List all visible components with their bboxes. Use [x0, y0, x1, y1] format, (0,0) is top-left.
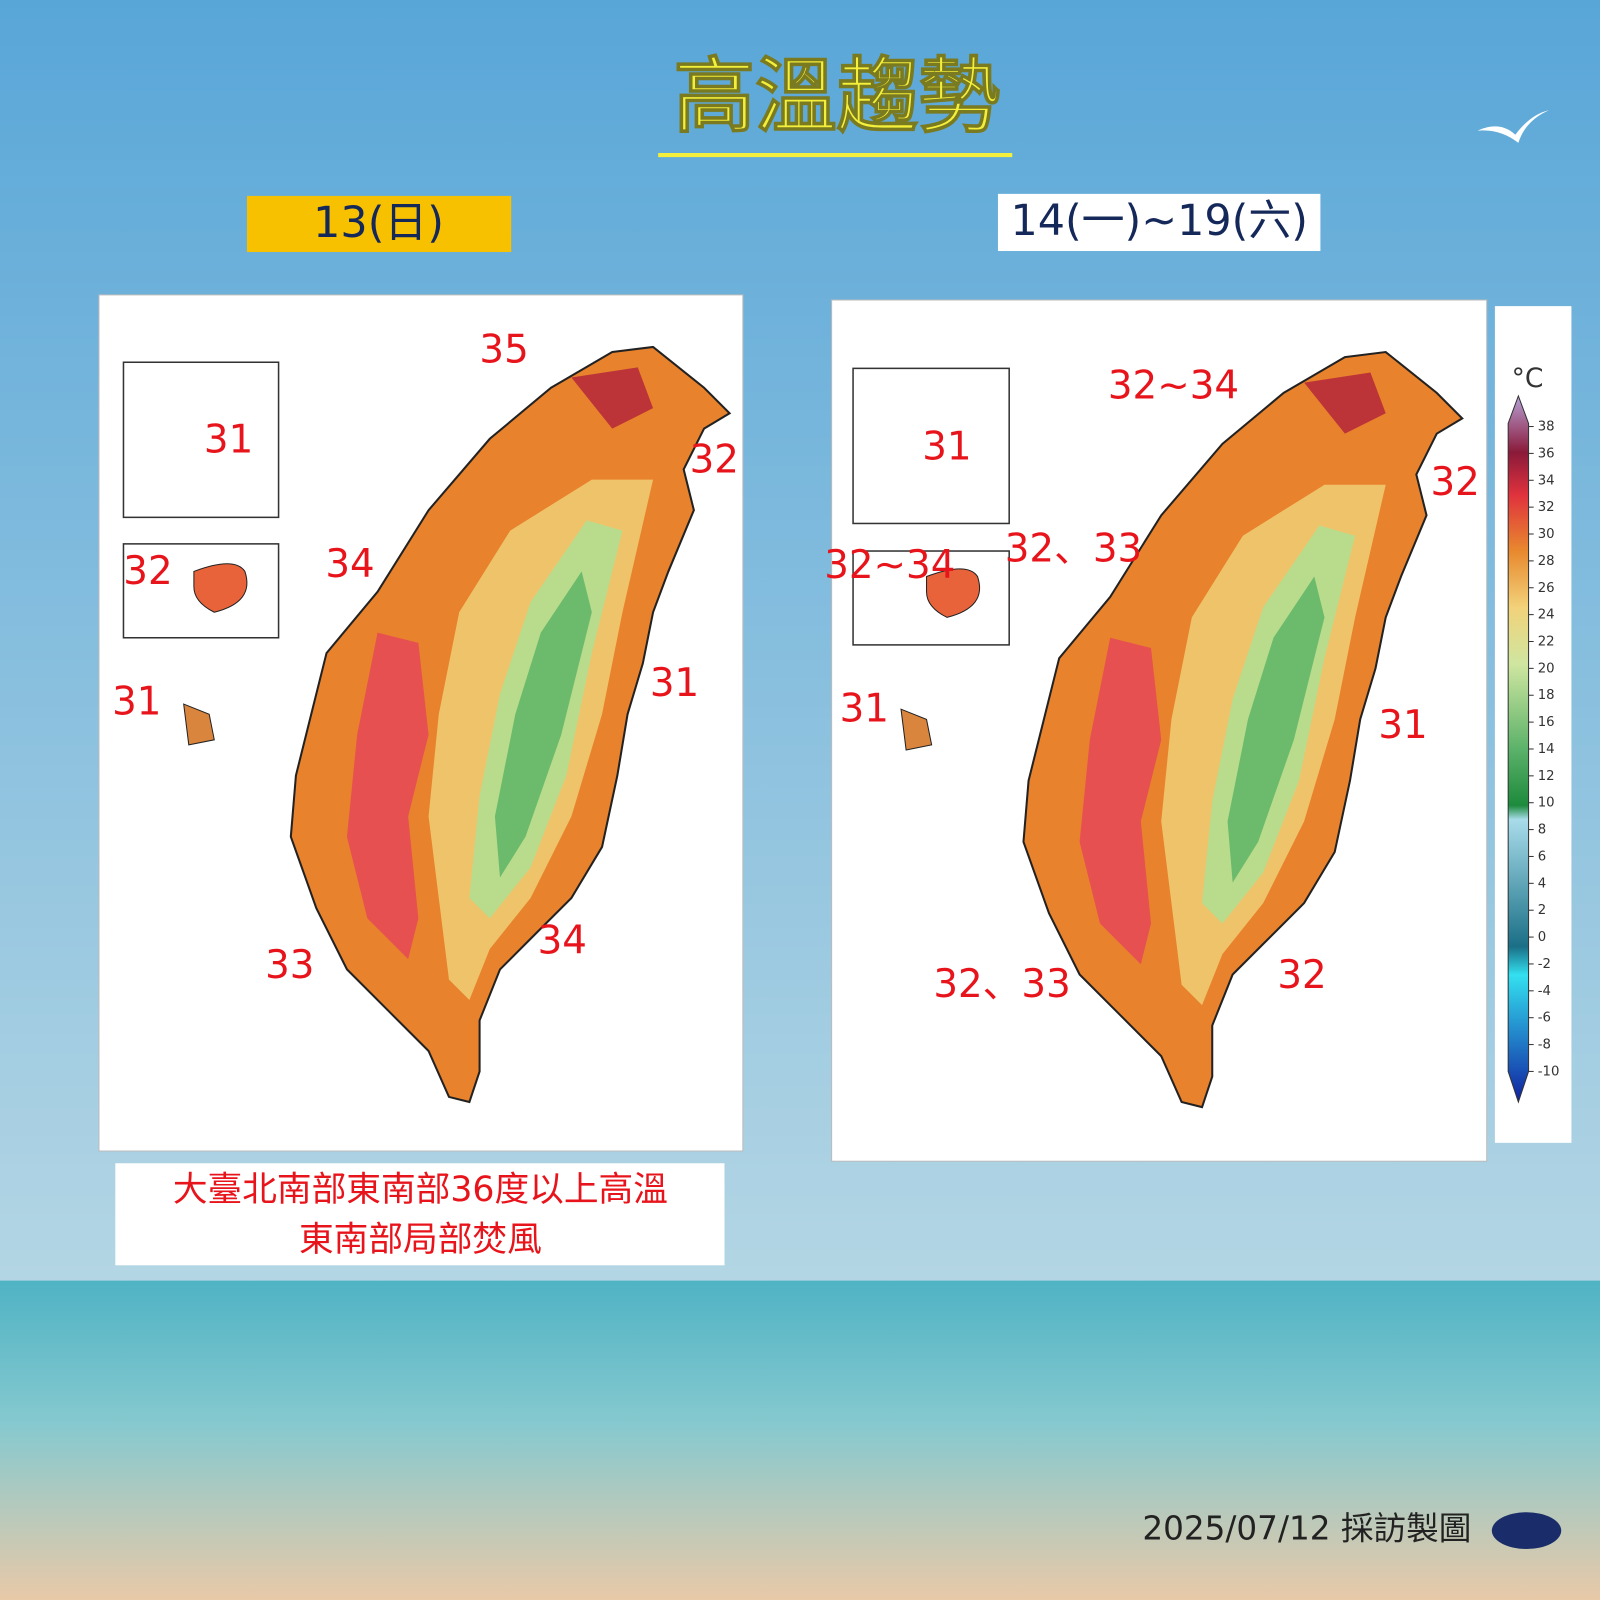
colorbar-tick-label: -10 [1538, 1064, 1560, 1079]
temperature-label: 32 [1430, 460, 1479, 505]
title: 高溫趨勢 [673, 49, 1000, 144]
caption-line: 大臺北南部東南部36度以上高溫 [173, 1170, 668, 1210]
temperature-label: 31 [204, 417, 253, 462]
island [183, 703, 215, 746]
temperature-label: 31 [1378, 703, 1427, 748]
panel-label: 13(日) [313, 198, 444, 248]
temperature-label: 32~34 [824, 543, 955, 588]
temperature-label: 31 [650, 661, 699, 706]
colorbar-tick-label: 38 [1538, 420, 1555, 435]
colorbar-tick-label: 4 [1538, 876, 1546, 891]
caption-line: 東南部局部焚風 [299, 1220, 542, 1260]
island [900, 708, 933, 751]
colorbar-tick-label: -6 [1538, 1011, 1551, 1026]
colorbar-tick-label: -4 [1538, 984, 1551, 999]
sea-background [0, 1280, 1600, 1600]
colorbar-tick-label: 18 [1538, 688, 1555, 703]
colorbar-tick-label: 34 [1538, 473, 1555, 488]
caption-box [115, 1163, 725, 1266]
colorbar-tick-label: 20 [1538, 661, 1555, 676]
colorbar-tick-label: 16 [1538, 715, 1555, 730]
colorbar-tick-label: -2 [1538, 957, 1551, 972]
temperature-label: 31 [840, 687, 889, 732]
logo [1491, 1512, 1562, 1549]
colorbar-tick-label: 26 [1538, 581, 1555, 596]
colorbar-tick-label: 12 [1538, 769, 1555, 784]
colorbar-tick-label: 24 [1538, 608, 1555, 623]
island [193, 563, 248, 613]
colorbar-tick-label: 22 [1538, 634, 1555, 649]
colorbar-tick-label: 14 [1538, 742, 1555, 757]
temperature-label: 34 [325, 542, 374, 587]
island [926, 568, 981, 618]
colorbar-tick-label: 28 [1538, 554, 1555, 569]
map-panel [831, 299, 1488, 1162]
map-panel [98, 294, 744, 1152]
temperature-label: 34 [538, 918, 587, 963]
inset-box [852, 367, 1010, 525]
colorbar-tick-label: 2 [1538, 903, 1546, 918]
panel-label-box [997, 193, 1321, 252]
panel-label: 14(一)~19(六) [1010, 196, 1307, 246]
colorbar-tick-label: 36 [1538, 446, 1555, 461]
inset-box [122, 361, 280, 519]
temperature-label: 32 [123, 549, 172, 594]
colorbar-tick-label: -8 [1538, 1038, 1551, 1053]
colorbar-scale [1507, 394, 1530, 1104]
bird-icon [1477, 110, 1549, 143]
temperature-label: 32 [690, 438, 739, 483]
colorbar-tick-label: 32 [1538, 500, 1555, 515]
temperature-label: 32、33 [933, 962, 1070, 1007]
panel-label-box [246, 195, 512, 253]
inset-box [852, 550, 1010, 646]
temperature-label: 32、33 [1005, 527, 1142, 572]
temperature-label: 35 [479, 328, 528, 373]
inset-box [122, 543, 280, 639]
temperature-label: 33 [265, 943, 314, 988]
temperature-label: 31 [112, 680, 161, 725]
colorbar-tick-label: 8 [1538, 823, 1546, 838]
colorbar: °C 38363432302826242220181614121086420-2… [1494, 306, 1572, 1143]
temperature-label: 32~34 [1108, 363, 1239, 408]
colorbar-tick-label: 10 [1538, 796, 1555, 811]
colorbar-tick-label: 6 [1538, 849, 1546, 864]
colorbar-unit: °C [1512, 363, 1544, 394]
footer: 2025/07/12 採訪製圖 [1142, 1510, 1471, 1548]
temperature-label: 31 [922, 424, 971, 469]
temperature-label: 32 [1277, 953, 1326, 998]
colorbar-tick-label: 0 [1538, 930, 1546, 945]
colorbar-tick-label: 30 [1538, 527, 1555, 542]
